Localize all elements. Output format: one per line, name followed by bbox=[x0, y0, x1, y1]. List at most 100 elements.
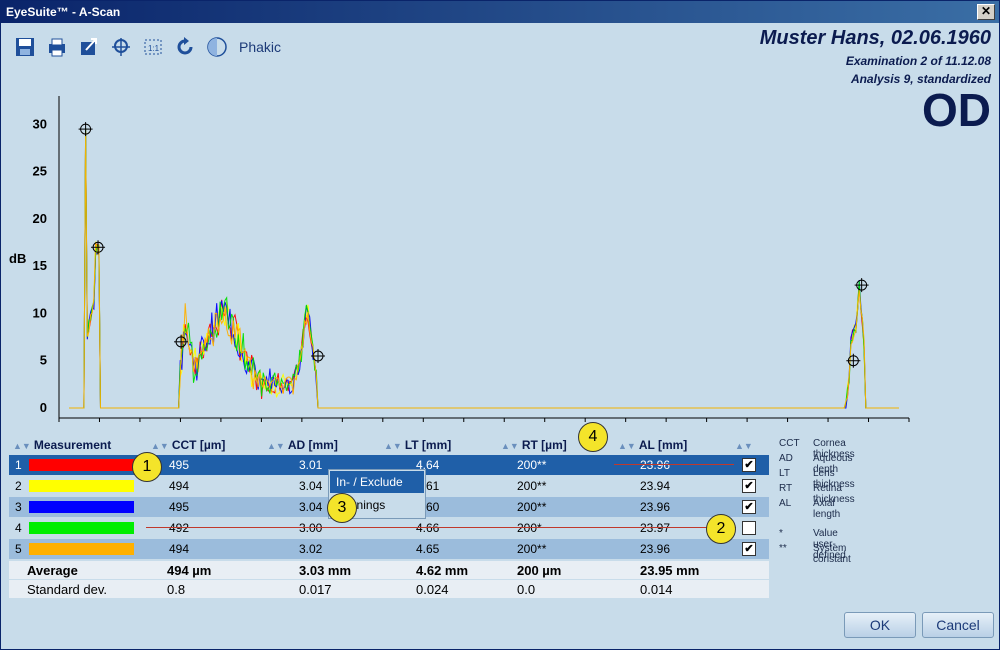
cell-cct: 494 bbox=[169, 542, 190, 556]
cell-rt: 200* bbox=[517, 521, 542, 535]
row-number: 5 bbox=[15, 542, 22, 556]
header-ad[interactable]: ▲▼ AD [mm] bbox=[267, 438, 338, 452]
measurement-color-swatch bbox=[29, 480, 134, 492]
include-checkbox[interactable]: ✔ bbox=[742, 500, 756, 514]
cell-al: 23.96 bbox=[640, 542, 671, 556]
cell-cct: 492 bbox=[169, 521, 190, 535]
summary-rt: 0.0 bbox=[517, 582, 536, 597]
row-number: 1 bbox=[15, 458, 22, 472]
cell-cct: 494 bbox=[169, 479, 190, 493]
y-tick-label: 15 bbox=[33, 258, 47, 273]
cell-ad: 3.01 bbox=[299, 458, 323, 472]
stddev-row: Standard dev. 0.8 0.017 0.024 0.0 0.014 bbox=[9, 580, 769, 598]
refresh-icon[interactable] bbox=[173, 35, 197, 59]
context-menu: In- / Exclude Warnings bbox=[328, 469, 426, 519]
legend-abbr: CCT bbox=[779, 438, 800, 449]
y-tick-label: 10 bbox=[33, 305, 47, 320]
zoom-icon[interactable] bbox=[109, 35, 133, 59]
cell-ad: 3.04 bbox=[299, 479, 323, 493]
cell-al: 23.96 bbox=[640, 458, 671, 472]
eye-label: OD bbox=[922, 84, 991, 136]
table-row[interactable]: 5 494 3.02 4.65 200** 23.96 ✔ bbox=[9, 539, 769, 559]
measurement-color-swatch bbox=[29, 459, 134, 471]
include-checkbox[interactable]: ✔ bbox=[742, 542, 756, 556]
ascan-chart[interactable]: 30 25 20 15 10 5 0 dB bbox=[1, 91, 916, 426]
fit-icon[interactable]: 1:1 bbox=[141, 35, 165, 59]
measurement-color-swatch bbox=[29, 522, 134, 534]
summary-al: 23.95 mm bbox=[640, 563, 700, 578]
callout-badge-3: 3 bbox=[327, 493, 357, 523]
cell-rt: 200** bbox=[517, 479, 547, 493]
y-axis-label: dB bbox=[9, 251, 26, 266]
context-include-exclude[interactable]: In- / Exclude bbox=[330, 471, 424, 493]
toolbar: 1:1 Phakic bbox=[13, 33, 281, 61]
ok-button[interactable]: OK bbox=[844, 612, 916, 638]
cell-rt: 200** bbox=[517, 458, 547, 472]
phakic-label[interactable]: Phakic bbox=[239, 39, 282, 55]
print-icon[interactable] bbox=[45, 35, 69, 59]
summary-rt: 200 µm bbox=[517, 563, 562, 578]
export-icon[interactable] bbox=[77, 35, 101, 59]
analysis-label: Analysis 9, standardized bbox=[850, 72, 991, 86]
header-measurement[interactable]: ▲▼ Measurement bbox=[13, 438, 112, 452]
include-checkbox[interactable] bbox=[742, 521, 756, 535]
cancel-button[interactable]: Cancel bbox=[922, 612, 994, 638]
row-number: 2 bbox=[15, 479, 22, 493]
patient-name: Muster Hans, 02.06.1960 bbox=[759, 27, 991, 49]
cell-al: 23.97 bbox=[640, 521, 671, 535]
cell-al: 23.96 bbox=[640, 500, 671, 514]
measurement-table: ▲▼ Measurement ▲▼ CCT [µm] ▲▼ AD [mm] ▲▼ LT … bbox=[9, 434, 769, 598]
legend-desc: Axial length bbox=[813, 498, 841, 520]
examination-label: Examination 2 of 11.12.08 bbox=[845, 54, 991, 68]
svg-text:1:1: 1:1 bbox=[148, 44, 160, 53]
cell-lt: 4.64 bbox=[416, 458, 440, 472]
table-row[interactable]: 4 492 3.00 4.66 200* 23.97 bbox=[9, 518, 769, 538]
cell-ad: 3.04 bbox=[299, 500, 323, 514]
summary-label: Standard dev. bbox=[27, 582, 107, 597]
y-tick-label: 30 bbox=[33, 116, 47, 131]
title-bar: EyeSuite™ - A-Scan ✕ bbox=[1, 1, 999, 23]
legend-abbr: ** bbox=[779, 543, 787, 554]
table-row[interactable]: 1 495 3.01 4.64 200** 23.96 ✔ bbox=[9, 455, 769, 475]
legend-abbr: LT bbox=[779, 468, 790, 479]
cell-ad: 3.02 bbox=[299, 542, 323, 556]
header-lt[interactable]: ▲▼ LT [mm] bbox=[384, 438, 452, 452]
header-al[interactable]: ▲▼ AL [mm] bbox=[618, 438, 688, 452]
close-button[interactable]: ✕ bbox=[977, 4, 995, 20]
legend-abbr: RT bbox=[779, 483, 793, 494]
legend-desc: Value user-defined bbox=[813, 528, 846, 561]
header-cct[interactable]: ▲▼ CCT [µm] bbox=[151, 438, 226, 452]
cell-rt: 200** bbox=[517, 542, 547, 556]
row-number: 3 bbox=[15, 500, 22, 514]
summary-cct: 494 µm bbox=[167, 563, 212, 578]
legend-desc: Aqueous depth bbox=[813, 453, 853, 475]
cell-lt: 4.66 bbox=[416, 521, 440, 535]
cell-lt: 4.65 bbox=[416, 542, 440, 556]
cell-cct: 495 bbox=[169, 458, 190, 472]
include-checkbox[interactable]: ✔ bbox=[742, 479, 756, 493]
measurement-color-swatch bbox=[29, 501, 134, 513]
table-header: ▲▼ Measurement ▲▼ CCT [µm] ▲▼ AD [mm] ▲▼ LT … bbox=[9, 434, 769, 454]
header-include[interactable]: ▲▼ bbox=[735, 441, 753, 451]
strike-line bbox=[614, 464, 734, 465]
row-number: 4 bbox=[15, 521, 22, 535]
legend-abbr: * bbox=[779, 528, 783, 539]
phakic-icon[interactable] bbox=[205, 35, 229, 59]
measurement-color-swatch bbox=[29, 543, 134, 555]
legend-abbr: AD bbox=[779, 453, 793, 464]
y-tick-label: 20 bbox=[33, 211, 47, 226]
y-tick-label: 5 bbox=[40, 353, 47, 368]
cell-rt: 200** bbox=[517, 500, 547, 514]
include-checkbox[interactable]: ✔ bbox=[742, 458, 756, 472]
summary-ad: 0.017 bbox=[299, 582, 332, 597]
legend-desc: System constant bbox=[813, 543, 851, 565]
save-icon[interactable] bbox=[13, 35, 37, 59]
strike-line bbox=[146, 527, 736, 528]
legend-desc: Lens thickness bbox=[813, 468, 855, 490]
summary-ad: 3.03 mm bbox=[299, 563, 352, 578]
header-rt[interactable]: ▲▼ RT [µm] bbox=[501, 438, 567, 452]
summary-al: 0.014 bbox=[640, 582, 673, 597]
callout-badge-4: 4 bbox=[578, 422, 608, 452]
window-title: EyeSuite™ - A-Scan bbox=[6, 5, 121, 19]
